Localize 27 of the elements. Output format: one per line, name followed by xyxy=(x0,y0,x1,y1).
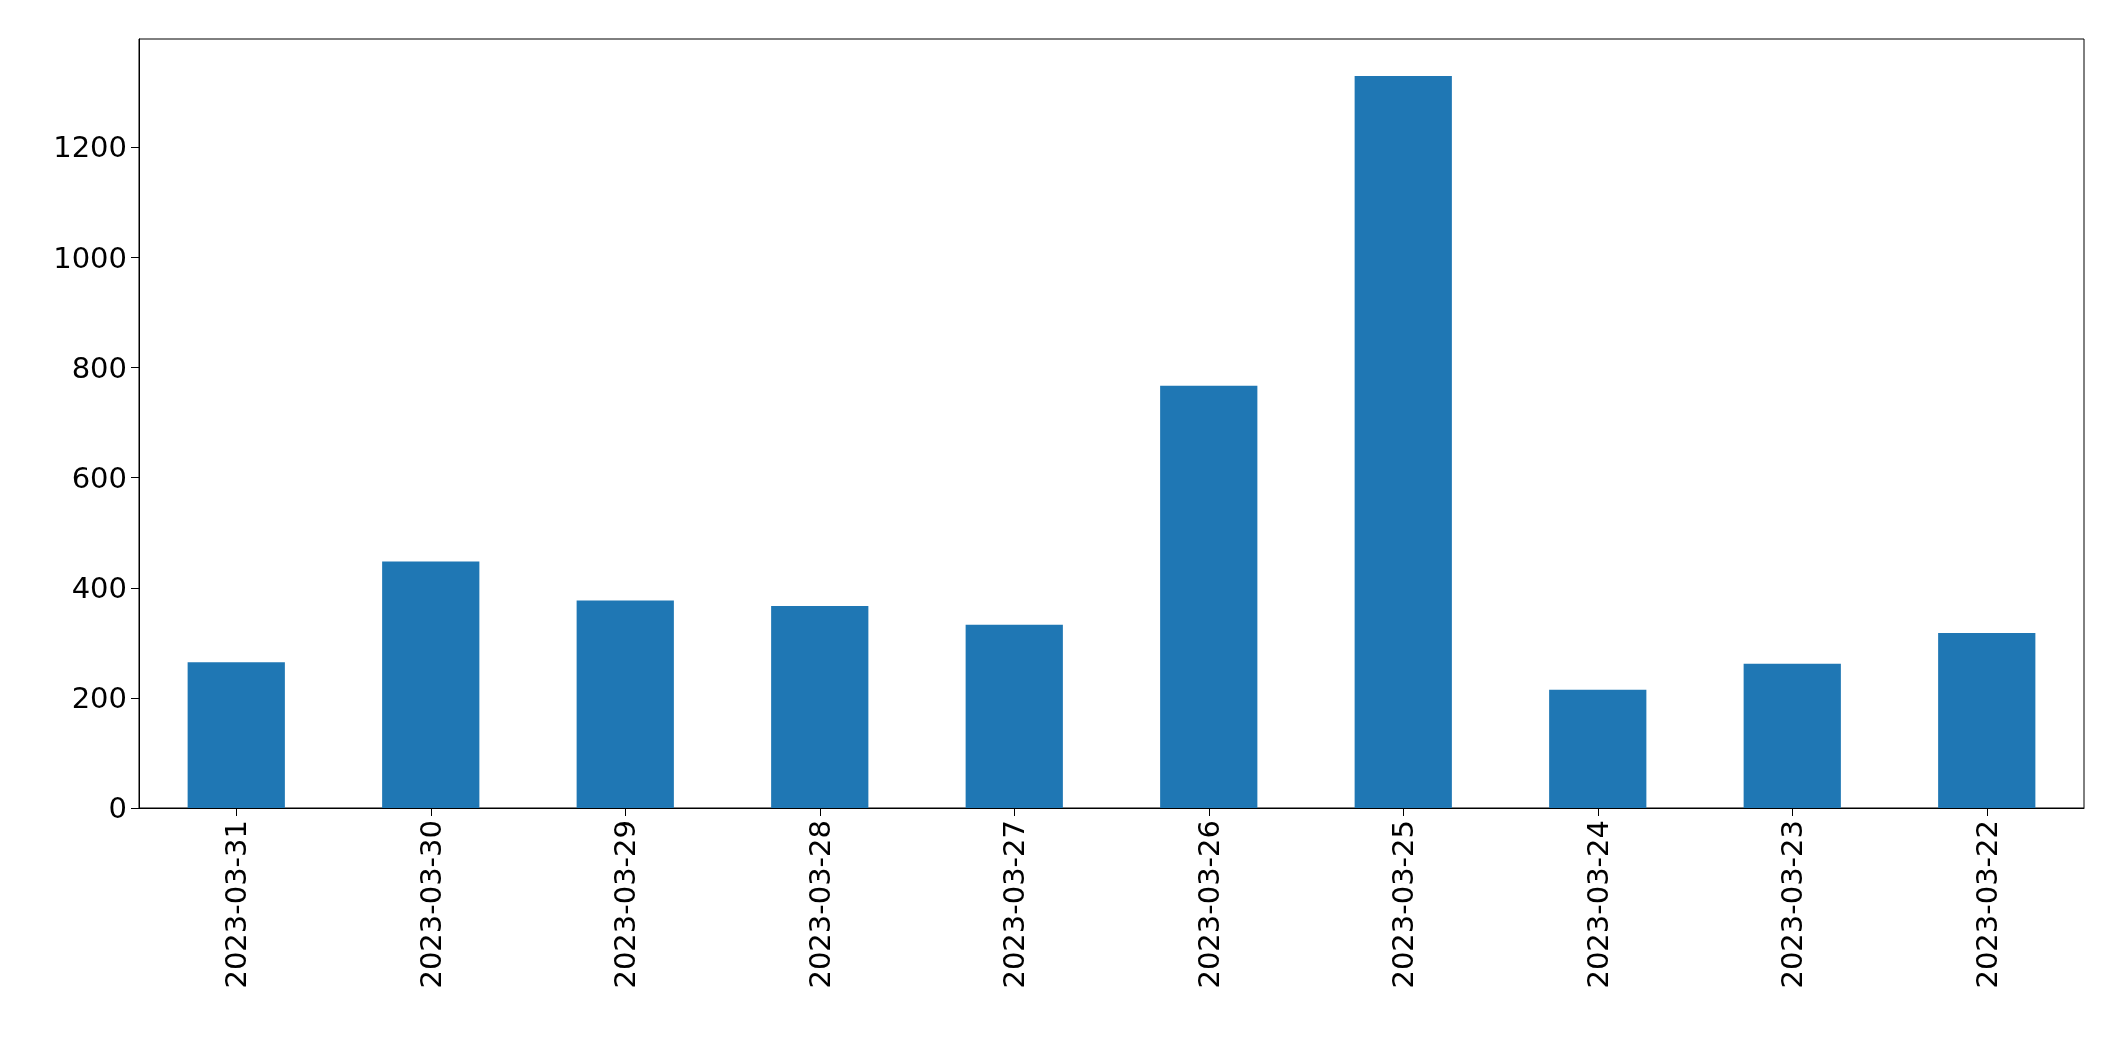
y-tick-label: 1000 xyxy=(53,240,127,275)
x-tick-label: 2023-03-22 xyxy=(1969,820,2004,989)
y-tick-label: 0 xyxy=(108,791,127,825)
x-tick-label: 2023-03-27 xyxy=(997,820,1032,989)
x-tick-label: 2023-03-31 xyxy=(219,820,254,989)
bar xyxy=(1743,663,1841,808)
bar xyxy=(771,605,869,808)
bar xyxy=(1549,689,1647,808)
x-tick-label: 2023-03-25 xyxy=(1386,820,1421,989)
x-tick-label: 2023-03-30 xyxy=(413,820,448,989)
y-tick-label: 200 xyxy=(71,680,127,715)
y-tick-label: 600 xyxy=(71,460,127,495)
bar xyxy=(965,624,1063,808)
bar xyxy=(1160,385,1258,808)
y-tick-label: 800 xyxy=(71,350,127,385)
bar xyxy=(1354,75,1452,808)
bar xyxy=(382,561,480,808)
x-tick-label: 2023-03-26 xyxy=(1191,820,1226,989)
bar xyxy=(576,600,674,808)
x-tick-label: 2023-03-29 xyxy=(608,820,643,989)
x-tick-label: 2023-03-24 xyxy=(1580,820,1615,989)
bar xyxy=(187,662,285,808)
x-tick-label: 2023-03-28 xyxy=(802,820,837,989)
y-tick-label: 1200 xyxy=(53,130,127,165)
bar xyxy=(1938,632,2036,808)
y-tick-label: 400 xyxy=(71,570,127,605)
x-tick-label: 2023-03-23 xyxy=(1775,820,1810,989)
